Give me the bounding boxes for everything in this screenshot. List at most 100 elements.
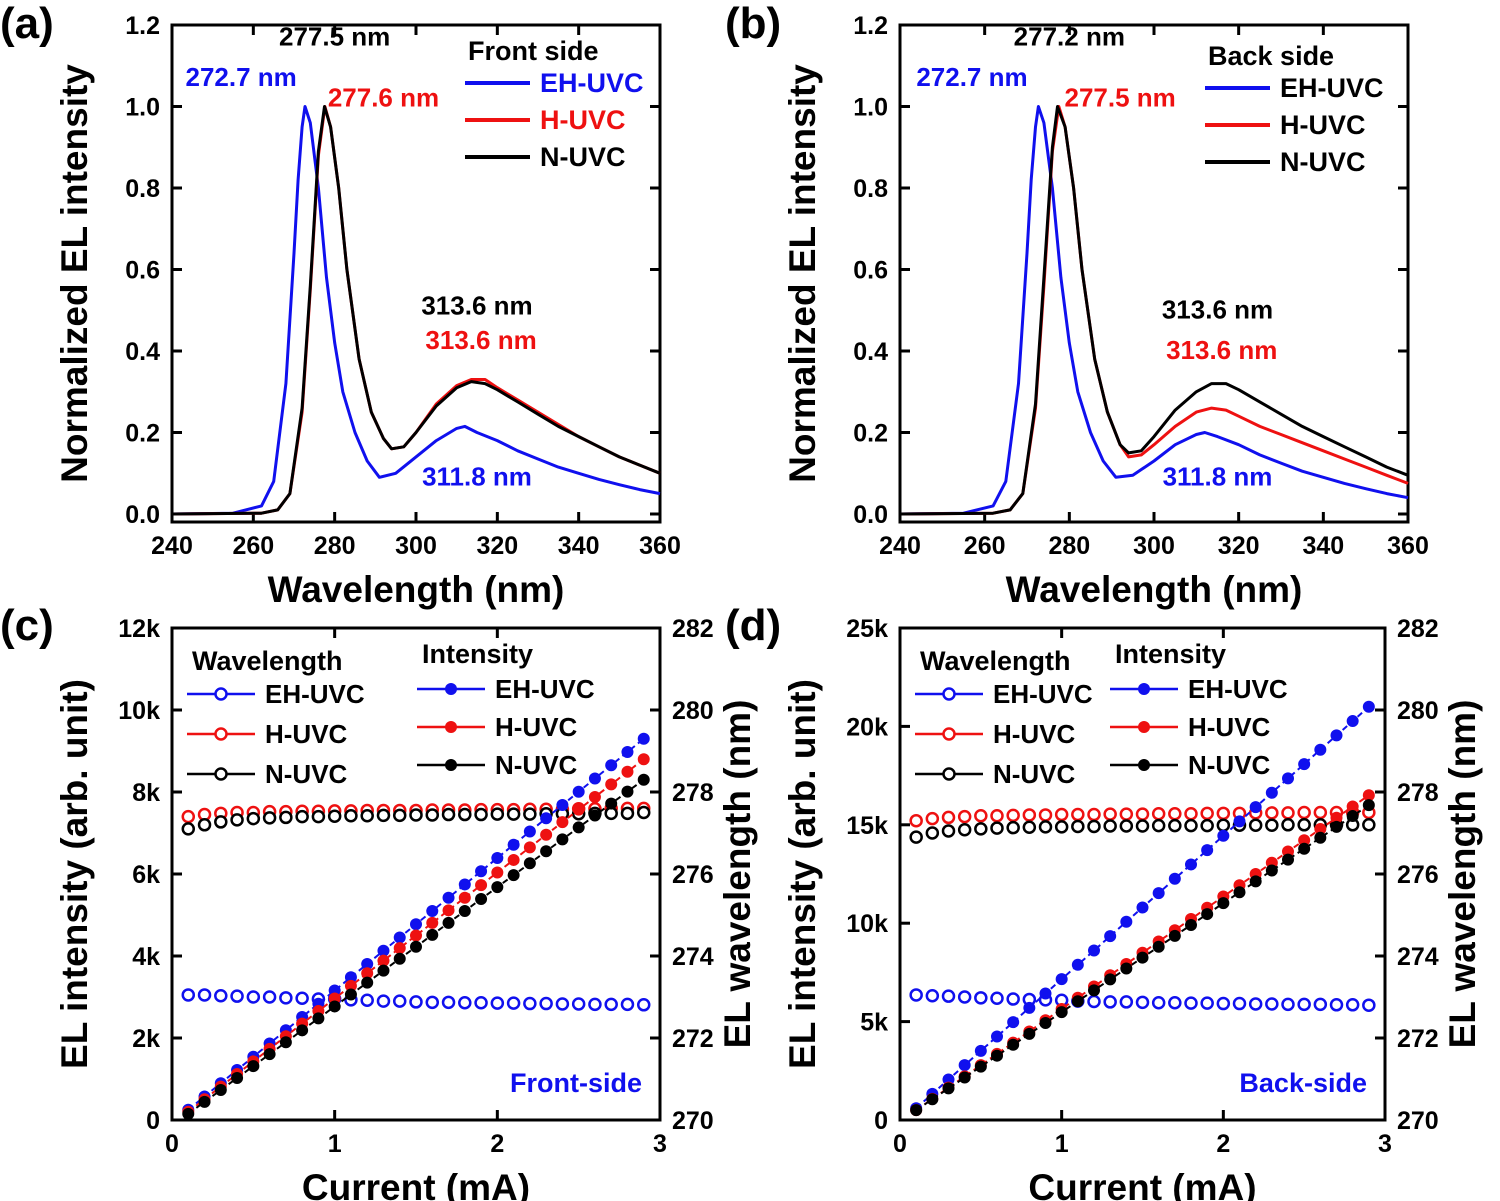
wavelength-point-H-UVC bbox=[1200, 806, 1214, 821]
wavelength-point-N-UVC bbox=[311, 809, 326, 824]
x-tick-label: 3 bbox=[1378, 1130, 1392, 1158]
intensity-point-H-UVC bbox=[393, 942, 406, 955]
intensity-point-N-UVC bbox=[458, 904, 471, 917]
intensity-point-N-UVC bbox=[1282, 853, 1294, 866]
intensity-point-EH-UVC bbox=[1330, 729, 1343, 742]
wavelength-point-N-UVC bbox=[909, 830, 923, 844]
x-tick-label: 240 bbox=[151, 532, 193, 560]
legend-marker-intensity-H-UVC bbox=[445, 721, 457, 733]
y-tick-label: 0.6 bbox=[853, 257, 888, 285]
y2-tick-label: 282 bbox=[1397, 615, 1439, 643]
y2-tick-label: 274 bbox=[672, 943, 714, 971]
intensity-point-N-UVC bbox=[926, 1093, 939, 1106]
y-axis-title: Normalized EL intensity bbox=[54, 64, 95, 483]
wavelength-point-H-UVC bbox=[957, 809, 972, 824]
y-tick-label: 1.2 bbox=[853, 12, 888, 40]
intensity-point-EH-UVC bbox=[1282, 772, 1294, 785]
intensity-point-N-UVC bbox=[1298, 842, 1311, 855]
intensity-point-H-UVC bbox=[1346, 800, 1359, 813]
intensity-point-EH-UVC bbox=[605, 759, 618, 772]
wavelength-point-H-UVC bbox=[1087, 807, 1101, 822]
wavelength-point-N-UVC bbox=[1135, 819, 1150, 833]
y2-tick-label: 282 bbox=[672, 615, 714, 643]
x-tick-label: 2 bbox=[1216, 1130, 1230, 1158]
intensity-point-EH-UVC bbox=[458, 878, 471, 891]
intensity-point-EH-UVC bbox=[1201, 844, 1214, 857]
wavelength-point-N-UVC bbox=[1151, 818, 1166, 833]
wavelength-point-N-UVC bbox=[474, 807, 488, 822]
wavelength-point-N-UVC bbox=[441, 807, 456, 822]
y-tick-label: 2k bbox=[132, 1025, 160, 1053]
wavelength-point-N-UVC bbox=[1265, 818, 1279, 832]
peak-annotation: 277.6 nm bbox=[328, 83, 439, 113]
wavelength-point-H-UVC bbox=[1135, 807, 1150, 821]
y-axis-title: EL intensity (arb. unit) bbox=[782, 679, 823, 1069]
y-tick-label: 15k bbox=[846, 812, 888, 840]
y-tick-label: 25k bbox=[846, 615, 888, 643]
y-tick-label: 0 bbox=[146, 1107, 160, 1135]
wavelength-point-EH-UVC bbox=[230, 989, 244, 1003]
wavelength-point-EH-UVC bbox=[1103, 995, 1117, 1009]
wavelength-point-N-UVC bbox=[230, 813, 244, 827]
wavelength-point-H-UVC bbox=[1168, 806, 1182, 821]
intensity-point-N-UVC bbox=[910, 1104, 923, 1117]
x-axis-title: Current (mA) bbox=[302, 1167, 530, 1201]
y-axis-title: EL intensity (arb. unit) bbox=[54, 679, 95, 1069]
y-tick-label: 0.4 bbox=[853, 338, 888, 366]
intensity-point-N-UVC bbox=[491, 881, 504, 894]
wavelength-point-H-UVC bbox=[1071, 807, 1085, 822]
intensity-point-EH-UVC bbox=[377, 944, 390, 957]
wavelength-point-EH-UVC bbox=[1135, 995, 1150, 1010]
intensity-point-N-UVC bbox=[328, 1000, 341, 1013]
wavelength-point-N-UVC bbox=[974, 822, 988, 836]
legend-label-N-UVC: N-UVC bbox=[1280, 147, 1366, 177]
intensity-point-EH-UVC bbox=[588, 772, 601, 785]
y2-axis-title: EL wavelength (nm) bbox=[717, 700, 758, 1049]
y-tick-label: 0.4 bbox=[125, 338, 160, 366]
series-line-EH-UVC bbox=[171, 105, 661, 516]
wavelength-point-N-UVC bbox=[620, 806, 635, 821]
wavelength-point-N-UVC bbox=[957, 822, 972, 837]
legend-label-wavelength-EH-UVC: EH-UVC bbox=[265, 679, 365, 709]
intensity-point-N-UVC bbox=[231, 1072, 244, 1085]
legend-label-H-UVC: H-UVC bbox=[1280, 110, 1366, 140]
wavelength-point-N-UVC bbox=[1184, 818, 1198, 833]
x-tick-label: 300 bbox=[395, 532, 437, 560]
wavelength-point-EH-UVC bbox=[1362, 998, 1376, 1012]
wavelength-point-EH-UVC bbox=[925, 989, 940, 1003]
wavelength-point-N-UVC bbox=[1038, 820, 1053, 834]
intensity-point-EH-UVC bbox=[1265, 786, 1278, 799]
y2-tick-label: 280 bbox=[1397, 697, 1439, 725]
peak-annotation: 313.6 nm bbox=[425, 325, 536, 355]
legend-label-wavelength-EH-UVC: EH-UVC bbox=[993, 679, 1093, 709]
wavelength-point-EH-UVC bbox=[1329, 998, 1344, 1012]
wavelength-point-N-UVC bbox=[1022, 820, 1037, 835]
legend-marker-wavelength-EH-UVC bbox=[214, 687, 228, 701]
legend-title-intensity: Intensity bbox=[422, 639, 533, 669]
intensity-point-EH-UVC bbox=[1185, 858, 1197, 871]
intensity-point-H-UVC bbox=[442, 904, 455, 917]
wavelength-point-EH-UVC bbox=[1184, 996, 1198, 1010]
intensity-point-N-UVC bbox=[605, 797, 618, 810]
peak-annotation: 272.7 nm bbox=[185, 62, 296, 92]
wavelength-point-N-UVC bbox=[279, 810, 293, 825]
y-tick-label: 5k bbox=[860, 1009, 888, 1037]
intensity-point-H-UVC bbox=[1330, 811, 1343, 824]
legend-label-intensity-EH-UVC: EH-UVC bbox=[495, 674, 595, 704]
wavelength-point-EH-UVC bbox=[214, 989, 228, 1003]
wavelength-point-N-UVC bbox=[197, 818, 212, 832]
wavelength-point-EH-UVC bbox=[1232, 996, 1247, 1011]
wavelength-point-H-UVC bbox=[909, 813, 923, 828]
intensity-point-N-UVC bbox=[637, 773, 650, 786]
x-tick-label: 1 bbox=[1055, 1130, 1069, 1158]
intensity-point-EH-UVC bbox=[1346, 715, 1359, 728]
intensity-point-N-UVC bbox=[1023, 1027, 1036, 1040]
intensity-point-N-UVC bbox=[556, 833, 569, 846]
wavelength-point-EH-UVC bbox=[990, 991, 1004, 1005]
wavelength-point-N-UVC bbox=[1119, 819, 1134, 833]
wavelength-point-EH-UVC bbox=[458, 995, 472, 1010]
x-tick-label: 0 bbox=[893, 1130, 907, 1158]
intensity-point-N-UVC bbox=[198, 1095, 211, 1108]
wavelength-point-H-UVC bbox=[925, 811, 940, 826]
intensity-point-EH-UVC bbox=[475, 865, 488, 878]
